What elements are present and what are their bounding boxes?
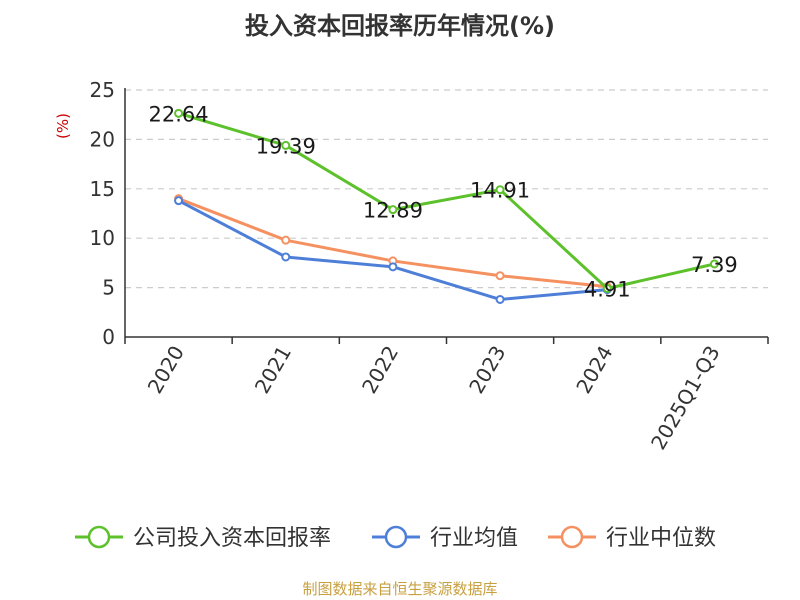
axes: 0 5 10 15 20 25 2020 2021 2022 2023 2024 2025Q1-Q3 (… — [54, 78, 769, 454]
data-point — [709, 259, 719, 269]
legend-label: 行业均值 — [430, 526, 518, 551]
grid-lines — [125, 89, 768, 289]
x-tick-label: 2025Q1-Q3 — [646, 342, 725, 454]
y-tick-label: 5 — [102, 276, 115, 300]
series-line — [178, 111, 715, 290]
y-axis-unit: (%) — [54, 113, 72, 139]
chart-title: 投入资本回报率历年情况(%) — [245, 12, 555, 40]
data-label: 22.64 — [149, 102, 209, 126]
data-labels: 22.64 19.39 12.89 14.91 4.91 7.39 — [149, 102, 738, 301]
data-point — [281, 140, 291, 150]
data-label: 19.39 — [256, 134, 316, 158]
data-point — [388, 205, 398, 215]
x-tick-label: 2021 — [250, 342, 296, 398]
y-tick-label: 25 — [90, 78, 115, 102]
legend-label: 公司投入资本回报率 — [133, 526, 331, 551]
data-point — [495, 294, 505, 304]
legend-marker — [87, 525, 111, 549]
data-label: 14.91 — [470, 179, 530, 203]
data-point — [495, 185, 505, 195]
data-point — [495, 271, 505, 281]
data-source-note: 制图数据来自恒生聚源数据库 — [302, 580, 498, 598]
data-label: 4.91 — [584, 277, 631, 301]
y-tick-label: 0 — [102, 325, 115, 349]
legend-marker — [384, 525, 408, 549]
y-tick-label: 15 — [90, 177, 115, 201]
data-point — [281, 252, 291, 262]
legend: 公司投入资本回报率 行业均值 行业中位数 — [75, 525, 716, 551]
legend-marker — [560, 525, 584, 549]
y-tick-label: 20 — [90, 127, 115, 151]
data-label: 12.89 — [363, 199, 423, 223]
data-label: 7.39 — [691, 253, 738, 277]
data-point — [388, 262, 398, 272]
series-lines — [174, 108, 719, 304]
x-tick-label: 2023 — [464, 342, 510, 398]
y-tick-label: 10 — [90, 226, 115, 250]
data-point — [281, 235, 291, 245]
x-tick-label: 2022 — [357, 342, 403, 398]
data-point — [174, 108, 184, 118]
data-point — [602, 283, 612, 293]
x-tick-label: 2020 — [143, 342, 189, 398]
x-tick-label: 2024 — [571, 342, 617, 398]
legend-label: 行业中位数 — [606, 526, 716, 551]
data-point — [174, 196, 184, 206]
